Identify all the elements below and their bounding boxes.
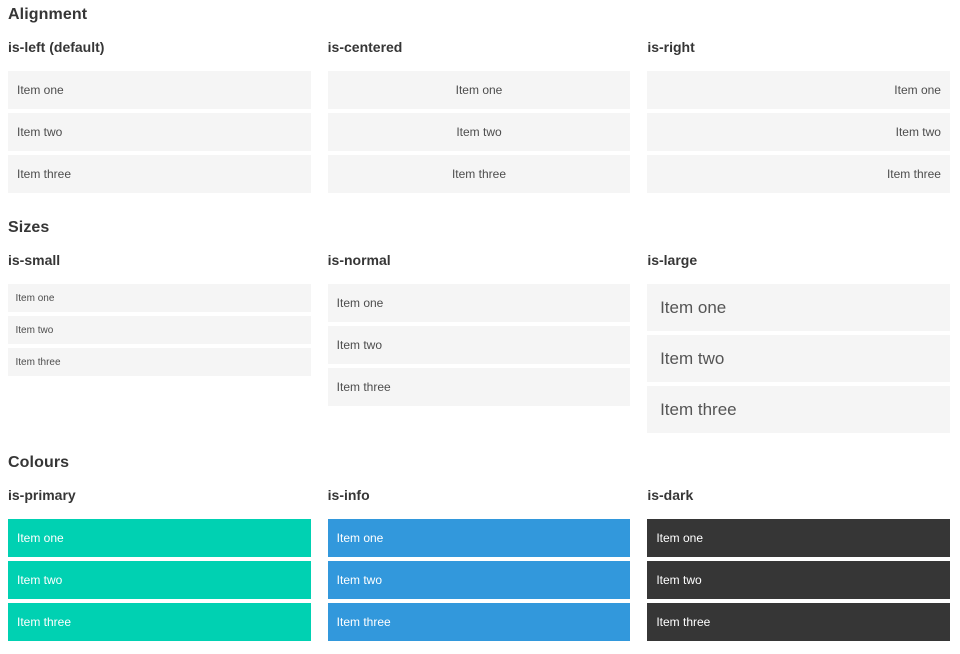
list-item: Item one	[327, 519, 631, 557]
variant-label: is-dark	[647, 487, 694, 503]
column-is-normal: is-normal Item one Item two Item three	[327, 252, 631, 406]
list-large: Item one Item two Item three	[647, 284, 950, 433]
list-item: Item two	[327, 113, 631, 151]
list-item: Item one	[327, 284, 631, 322]
list-item: Item two	[8, 316, 311, 344]
variant-label: is-centered	[327, 39, 403, 55]
list-primary: Item one Item two Item three	[8, 519, 311, 641]
list-item: Item three	[327, 603, 631, 641]
column-is-centered: is-centered Item one Item two Item three	[327, 39, 631, 193]
variant-label: is-normal	[327, 252, 391, 268]
section-grid: is-primary Item one Item two Item three …	[8, 487, 950, 641]
column-is-left: is-left (default) Item one Item two Item…	[8, 39, 311, 193]
list-item: Item two	[647, 561, 950, 599]
list-right-aligned: Item one Item two Item three	[647, 71, 950, 193]
variant-label: is-small	[8, 252, 61, 268]
list-item: Item one	[327, 71, 631, 109]
section-colours: Colours is-primary Item one Item two Ite…	[8, 453, 950, 641]
column-is-dark: is-dark Item one Item two Item three	[647, 487, 950, 641]
list-item: Item one	[8, 519, 311, 557]
list-item: Item two	[8, 561, 311, 599]
variant-label: is-large	[647, 252, 698, 268]
list-item: Item three	[8, 603, 311, 641]
section-grid: is-left (default) Item one Item two Item…	[8, 39, 950, 193]
column-is-primary: is-primary Item one Item two Item three	[8, 487, 311, 641]
list-left-aligned: Item one Item two Item three	[8, 71, 311, 193]
list-item: Item two	[647, 335, 950, 382]
variant-label: is-left (default)	[8, 39, 105, 55]
list-item: Item two	[327, 561, 631, 599]
list-item: Item one	[8, 71, 311, 109]
column-is-small: is-small Item one Item two Item three	[8, 252, 311, 376]
variant-label: is-right	[647, 39, 695, 55]
list-item: Item one	[647, 519, 950, 557]
list-item: Item three	[647, 603, 950, 641]
list-item: Item two	[647, 113, 950, 151]
list-dark: Item one Item two Item three	[647, 519, 950, 641]
section-sizes: Sizes is-small Item one Item two Item th…	[8, 218, 950, 433]
column-is-large: is-large Item one Item two Item three	[647, 252, 950, 433]
list-item: Item two	[8, 113, 311, 151]
list-normal: Item one Item two Item three	[327, 284, 631, 406]
list-item: Item three	[647, 386, 950, 433]
list-item: Item three	[327, 155, 631, 193]
variant-label: is-info	[327, 487, 370, 503]
list-item: Item two	[327, 326, 631, 364]
list-item: Item one	[647, 71, 950, 109]
section-title: Alignment	[8, 6, 88, 23]
list-item: Item three	[8, 348, 311, 376]
list-item: Item one	[8, 284, 311, 312]
section-title: Colours	[8, 454, 70, 471]
list-item: Item one	[647, 284, 950, 331]
section-grid: is-small Item one Item two Item three is…	[8, 252, 950, 433]
column-is-info: is-info Item one Item two Item three	[327, 487, 631, 641]
list-item: Item three	[327, 368, 631, 406]
list-info: Item one Item two Item three	[327, 519, 631, 641]
list-center-aligned: Item one Item two Item three	[327, 71, 631, 193]
variant-label: is-primary	[8, 487, 76, 503]
section-alignment: Alignment is-left (default) Item one Ite…	[8, 5, 950, 193]
section-title: Sizes	[8, 219, 50, 236]
list-item: Item three	[8, 155, 311, 193]
column-is-right: is-right Item one Item two Item three	[647, 39, 950, 193]
list-item: Item three	[647, 155, 950, 193]
list-small: Item one Item two Item three	[8, 284, 311, 376]
